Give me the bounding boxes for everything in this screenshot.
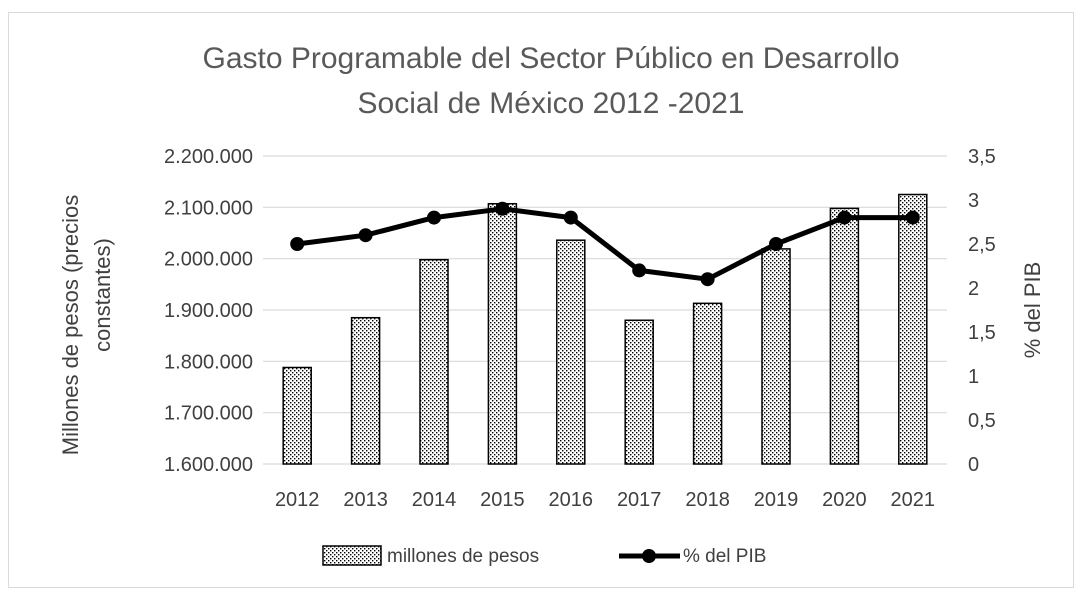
series-line xyxy=(296,206,913,282)
y2-tick-label: 2,5 xyxy=(968,234,996,256)
x-tick-label: 2017 xyxy=(617,489,662,511)
bar-series xyxy=(282,193,928,465)
legend-label-line: % del PIB xyxy=(683,546,766,567)
x-tick-label: 2020 xyxy=(822,489,867,511)
y-tick-label: 2.000.000 xyxy=(164,249,253,271)
y-tick-label: 1.600.000 xyxy=(164,454,253,476)
y2-tick-label: 1 xyxy=(968,366,979,388)
y2-tick-label: 0,5 xyxy=(968,410,996,432)
x-tick-label: 2014 xyxy=(412,489,457,511)
bar xyxy=(487,202,518,465)
legend-swatch-bars xyxy=(322,545,382,566)
y-tick-label: 1.900.000 xyxy=(164,300,253,322)
chart-title-line-2: Social de México 2012 -2021 xyxy=(358,87,745,120)
y-axis-title-line-1: Millones de pesos (precios xyxy=(58,195,83,455)
bar xyxy=(624,319,654,465)
line-point xyxy=(905,210,920,225)
y2-axis-title: % del PIB xyxy=(1020,262,1045,359)
x-tick-label: 2021 xyxy=(891,489,936,511)
left-axis-ticks: 1.600.000 1.700.000 1.800.000 1.900.000 2.00… xyxy=(164,146,253,476)
legend: millones de pesos % del PIB xyxy=(322,545,766,567)
bar xyxy=(282,366,312,465)
line-point xyxy=(290,237,305,251)
y2-tick-label: 0 xyxy=(968,454,979,476)
line-point xyxy=(700,272,715,287)
line-point xyxy=(563,210,578,225)
x-tick-label: 2018 xyxy=(685,489,730,511)
y-tick-label: 1.800.000 xyxy=(164,351,253,373)
line-point xyxy=(427,210,441,225)
line-point xyxy=(769,237,783,251)
legend-label-bars: millones de pesos xyxy=(387,546,539,567)
bar xyxy=(556,239,586,465)
x-tick-label: 2012 xyxy=(275,489,320,511)
legend-swatch-marker xyxy=(642,549,656,563)
y-tick-label: 2.100.000 xyxy=(164,197,253,219)
line-point xyxy=(358,228,373,243)
x-axis-ticks: 2012 2013 2014 2015 2016 2017 2018 2019 2020 2021 xyxy=(275,489,935,511)
bar xyxy=(692,302,723,465)
y2-tick-label: 1,5 xyxy=(968,322,996,344)
y2-tick-label: 2 xyxy=(968,278,979,300)
y2-tick-label: 3 xyxy=(968,190,979,212)
line-series xyxy=(290,201,920,287)
bar xyxy=(419,258,449,465)
x-tick-label: 2015 xyxy=(480,489,525,511)
line-point xyxy=(495,201,510,216)
bar xyxy=(829,207,860,465)
y-tick-label: 2.200.000 xyxy=(164,146,253,168)
x-tick-label: 2016 xyxy=(549,489,594,511)
y-tick-label: 1.700.000 xyxy=(164,403,253,425)
right-axis-ticks: 0 0,5 1 1,5 2 2,5 3 3,5 xyxy=(968,146,996,476)
line-point xyxy=(837,210,852,225)
bar xyxy=(761,248,791,465)
y2-tick-label: 3,5 xyxy=(968,146,996,168)
bar xyxy=(350,316,381,465)
bar xyxy=(898,193,928,465)
y-axis-title-line-2: constantes) xyxy=(90,238,115,352)
x-tick-label: 2013 xyxy=(343,489,388,511)
x-tick-label: 2019 xyxy=(754,489,799,511)
chart-title-line-1: Gasto Programable del Sector Público en … xyxy=(202,42,899,75)
chart-frame xyxy=(8,12,1074,588)
line-point xyxy=(632,263,647,278)
